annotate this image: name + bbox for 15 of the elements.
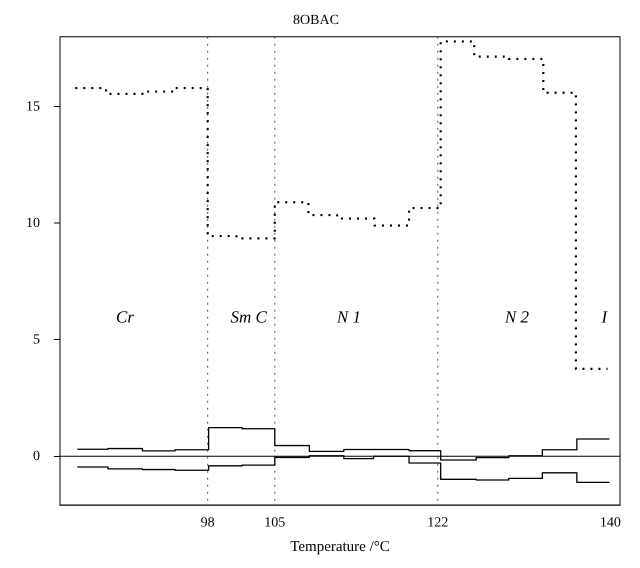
chart-title: 8OBAC [293,13,339,28]
x-tick-label: 140 [600,515,621,530]
y-tick-label: 0 [33,448,40,464]
x-tick-label: 122 [427,515,448,530]
x-axis-title: Temperature /°C [290,538,390,555]
y-tick-label: 15 [26,99,40,114]
annotation: Cr [116,307,134,326]
annotation: I [600,307,608,326]
y-tick-label: 10 [26,216,40,231]
y-tick-label: 5 [33,332,40,348]
annotation: N 1 [336,307,362,326]
x-tick-label: 105 [264,515,286,530]
annotation: N 2 [504,307,530,326]
annotation: Sm C [230,307,268,326]
x-tick-label: 98 [200,515,215,530]
